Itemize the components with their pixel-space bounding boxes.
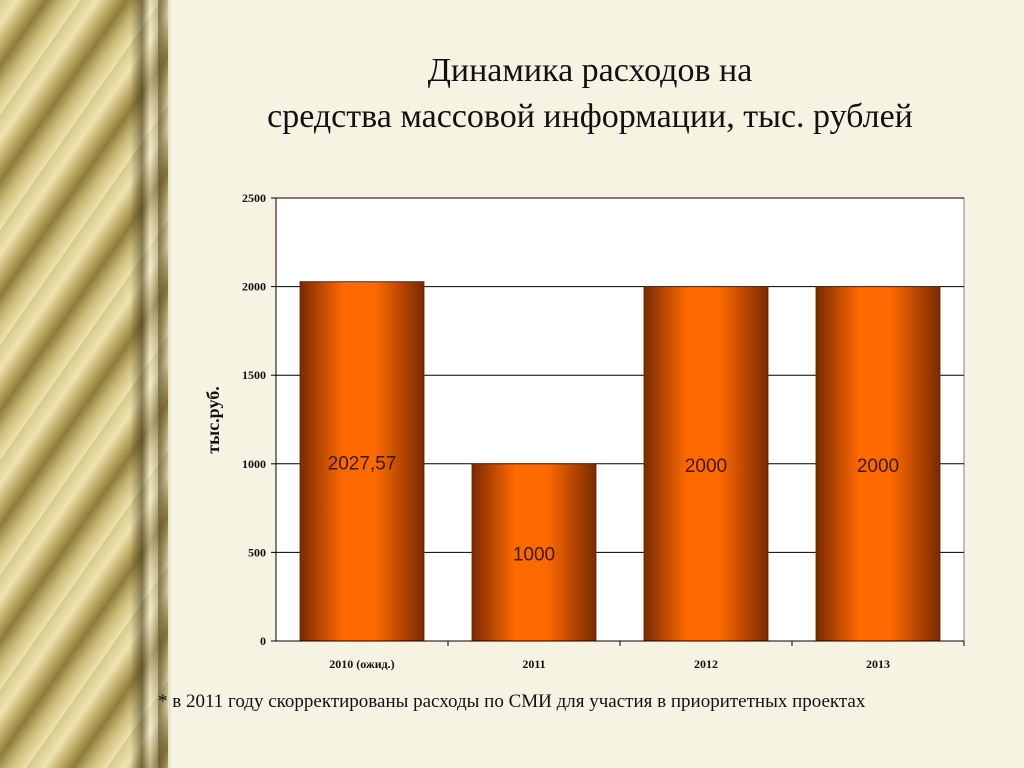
bar: [471, 463, 597, 642]
side-panel-shadow: [158, 0, 172, 768]
x-tick-label: 2010 (ожид.): [329, 657, 394, 671]
data-label: 2000: [857, 456, 899, 477]
footnote: * в 2011 году скорректированы расходы по…: [158, 691, 866, 712]
title-line-1: Динамика расходов на: [427, 52, 753, 89]
axes: 0 500 1000 1500 2000 2500 2010 (ожид.) 2011 2012…: [242, 191, 965, 671]
y-tick-label: 1500: [242, 368, 266, 382]
y-tick-label: 2000: [242, 280, 266, 294]
decorative-side-panel: [0, 0, 168, 768]
x-tick-label: 2013: [866, 657, 890, 671]
data-label: 2000: [685, 456, 727, 477]
title-line-2: средства массовой информации, тыс. рубле…: [267, 98, 913, 135]
y-tick-label: 0: [260, 634, 266, 648]
bar: [815, 286, 941, 642]
x-tick-label: 2011: [522, 657, 545, 671]
y-tick-label: 1000: [242, 457, 266, 471]
page-title: Динамика расходов на средства массовой и…: [175, 48, 1005, 140]
bar: [643, 286, 769, 642]
bars: 2027,57 1000 2000 2000: [299, 281, 941, 642]
y-tick-label: 500: [248, 545, 266, 559]
y-tick-label: 2500: [242, 191, 266, 205]
bar: [299, 281, 425, 642]
y-axis-label: тыс.руб.: [203, 386, 223, 453]
data-label: 1000: [513, 544, 555, 565]
data-label: 2027,57: [328, 453, 397, 474]
x-tick-label: 2012: [694, 657, 718, 671]
